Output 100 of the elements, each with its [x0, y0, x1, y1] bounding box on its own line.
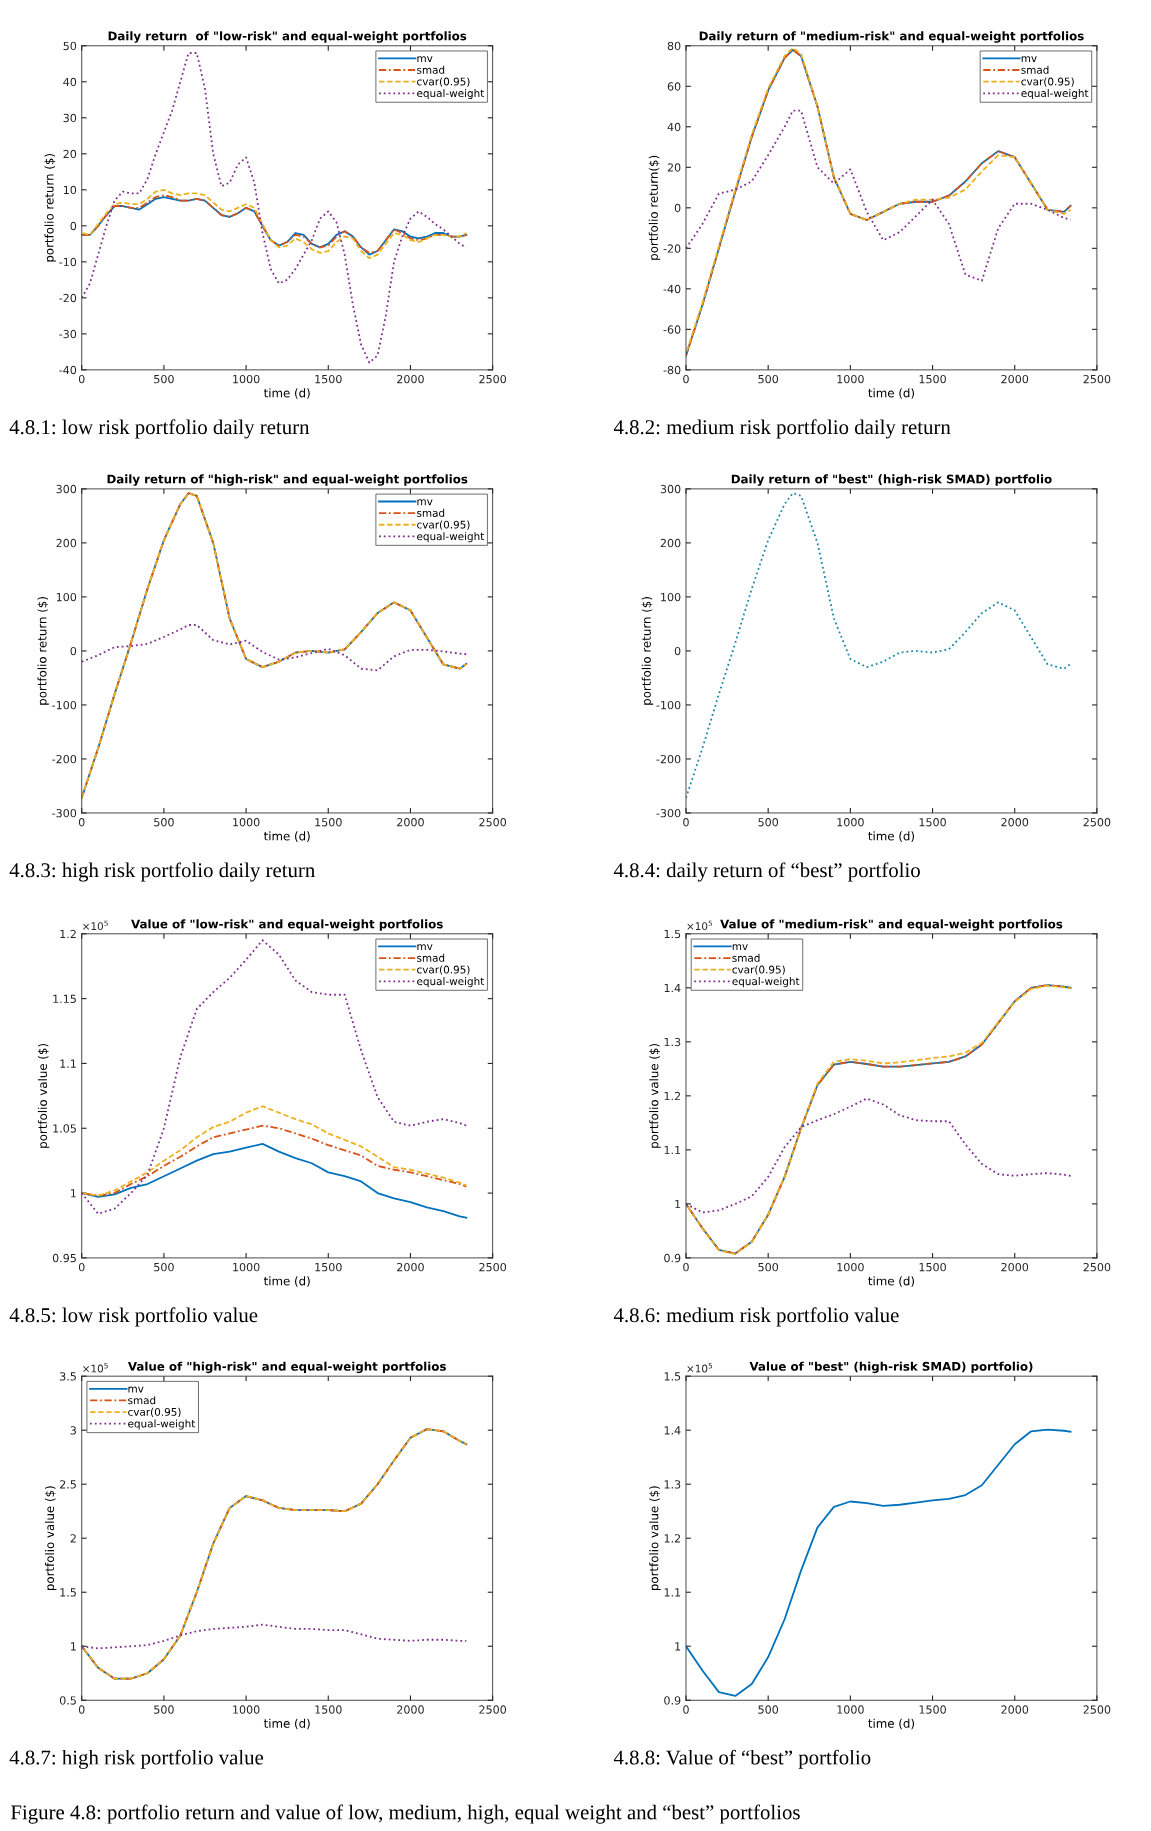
- y-tick-label: 20: [63, 149, 77, 159]
- y-axis-title: portfolio value ($): [44, 1486, 57, 1591]
- x-tick-label: 1000: [837, 1262, 864, 1272]
- legend-label: cvar(0.95): [1021, 77, 1074, 87]
- legend-label: cvar(0.95): [732, 965, 785, 975]
- y-tick-label: 60: [667, 82, 681, 91]
- x-axis-title: time (d): [868, 1718, 914, 1730]
- y-tick-label: 40: [63, 77, 77, 87]
- text: 4.8.8: Value of “best” portfolio: [613, 1749, 871, 1769]
- x-tick-label: 0: [78, 374, 85, 384]
- x-axis-title: time (d): [263, 388, 310, 399]
- x-axis-title: time (d): [263, 1276, 310, 1287]
- legend-label: smad: [417, 65, 445, 74]
- legend-label: cvar(0.95): [417, 965, 470, 975]
- legend-label: mv: [417, 499, 433, 506]
- y-tick-label: -20: [663, 244, 681, 253]
- x-tick-label: 500: [758, 818, 779, 827]
- y-tick-label: -20: [59, 293, 77, 303]
- x-tick-label: 1000: [837, 818, 864, 827]
- y-tick-label: 1.2: [664, 1091, 681, 1101]
- legend-label: mv: [417, 56, 433, 63]
- x-tick-label: 1500: [919, 1262, 946, 1272]
- y-axis-title: portfolio return ($): [44, 153, 56, 262]
- x-tick-label: 0: [683, 1705, 689, 1714]
- legend-label: smad: [417, 508, 445, 517]
- legend-label: equal-weight: [417, 89, 485, 100]
- y-tick-label: 1.4: [664, 983, 681, 993]
- y-tick-label: 0.9: [664, 1253, 681, 1263]
- y-tick-label: 1.5: [664, 929, 681, 939]
- y-tick-label: 1.1: [664, 1145, 681, 1155]
- x-tick-label: 2500: [479, 374, 507, 384]
- x-tick-label: 1000: [837, 374, 864, 384]
- chart-title: Value of "medium-risk" and equal-weight portfolios: [720, 919, 1063, 931]
- x-tick-label: 2500: [1083, 818, 1111, 827]
- x-tick-label: 1500: [315, 374, 342, 384]
- chart-title: Value of "high-risk" and equal-weight portfolios: [127, 1361, 446, 1374]
- x-tick-label: 1500: [315, 1262, 342, 1272]
- x-axis-title: time (d): [868, 831, 914, 842]
- y-tick-label: 1: [675, 1200, 681, 1209]
- y-tick-label: 1.1: [60, 1059, 76, 1068]
- y-tick-label: 1.2: [60, 929, 76, 939]
- y-tick-label: 0: [674, 203, 681, 213]
- y-tick-label: -40: [59, 365, 77, 375]
- y-tick-label: -30: [59, 329, 77, 339]
- y-tick-label: 1.4: [664, 1426, 681, 1435]
- line-series: [81, 624, 468, 672]
- y-tick-label: -10: [59, 257, 77, 267]
- x-tick-label: 2000: [1001, 1705, 1029, 1714]
- y-tick-label: 1.5: [60, 1588, 76, 1597]
- text: ×10$^{5}$: [687, 1363, 713, 1373]
- y-tick-label: -200: [656, 754, 681, 764]
- y-tick-label: 0.5: [59, 1696, 76, 1705]
- x-tick-label: 1000: [233, 374, 260, 384]
- y-tick-label: 20: [667, 163, 681, 172]
- legend-label: cvar(0.95): [417, 520, 470, 530]
- line-series: [686, 1428, 1072, 1697]
- y-tick-label: 0: [70, 646, 77, 656]
- y-tick-label: -80: [663, 365, 681, 375]
- legend-label: smad: [1021, 65, 1049, 74]
- y-tick-label: 1: [71, 1189, 76, 1198]
- x-tick-label: 1500: [315, 818, 342, 827]
- y-tick-label: 1.05: [53, 1124, 76, 1133]
- text: ×10$^{5}$: [83, 920, 108, 931]
- y-tick-label: 50: [63, 41, 77, 51]
- y-tick-label: 100: [56, 592, 77, 602]
- y-tick-label: 200: [660, 538, 681, 548]
- x-tick-label: 1000: [233, 818, 260, 827]
- y-tick-label: -300: [656, 808, 681, 818]
- y-tick-label: -60: [663, 325, 681, 334]
- x-tick-label: 0: [683, 818, 689, 827]
- x-tick-label: 500: [154, 818, 174, 827]
- text: 4.8.5: low risk portfolio value: [9, 1307, 258, 1327]
- x-tick-label: 500: [154, 374, 174, 384]
- chart-title: Daily return of "high-risk" and equal-weight portfolios: [107, 474, 468, 486]
- chart-title: Daily return of "low-risk" and equal-weight portfolios: [108, 31, 467, 43]
- legend-label: mv: [417, 944, 433, 951]
- x-tick-label: 2000: [397, 818, 424, 827]
- x-tick-label: 0: [683, 374, 689, 384]
- y-tick-label: 1: [71, 1642, 76, 1651]
- legend-label: equal-weight: [417, 532, 485, 543]
- legend-label: smad: [732, 953, 760, 962]
- x-tick-label: 1500: [919, 1705, 946, 1714]
- x-tick-label: 0: [78, 818, 85, 827]
- legend-label: equal-weight: [732, 977, 800, 988]
- x-tick-label: 1500: [919, 374, 946, 384]
- x-axis-title: time (d): [868, 1276, 914, 1287]
- line-series: [686, 109, 1072, 282]
- caption: Figure 4.8: portfolio return and value of low, medium, high, equal weight and “best” portfolios: [10, 1804, 800, 1824]
- x-tick-label: 2500: [1083, 1705, 1111, 1714]
- y-tick-label: 30: [63, 113, 77, 123]
- x-tick-label: 2000: [397, 1705, 424, 1714]
- legend-label: mv: [128, 1386, 144, 1393]
- text: 4.8.6: medium risk portfolio value: [613, 1307, 899, 1327]
- legend-label: cvar(0.95): [128, 1407, 181, 1418]
- x-axis-title: time (d): [263, 1718, 310, 1730]
- y-tick-label: 0.9: [664, 1696, 681, 1705]
- y-tick-label: -100: [656, 700, 681, 710]
- y-tick-label: 2: [70, 1534, 76, 1543]
- text: 4.8.2: medium risk portfolio daily return: [613, 419, 951, 439]
- chart-title: Value of "low-risk" and equal-weight portfolios: [131, 919, 443, 931]
